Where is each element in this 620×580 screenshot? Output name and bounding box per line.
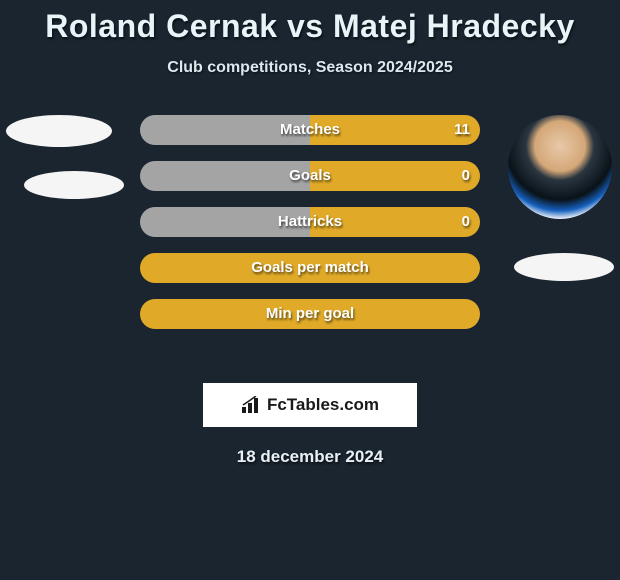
stat-bar-label: Min per goal [140,299,480,329]
stat-bar-right-value: 0 [462,207,470,237]
comparison-region: Matches11Goals0Hattricks0Goals per match… [0,115,620,375]
date-text: 18 december 2024 [0,447,620,467]
player-right-avatar [508,115,612,219]
stat-bar-label: Hattricks [140,207,480,237]
stat-bar-row: Goals0 [140,161,480,191]
stat-bar-right-value: 0 [462,161,470,191]
stat-bar-right-value: 11 [454,115,470,145]
player-left-avatar-placeholder [6,115,112,147]
stat-bar-label: Matches [140,115,480,145]
page-subtitle: Club competitions, Season 2024/2025 [0,59,620,77]
stat-bar-row: Goals per match [140,253,480,283]
stat-bar-row: Hattricks0 [140,207,480,237]
player-right-column [508,115,614,281]
stat-bar-label: Goals per match [140,253,480,283]
player-left-flag-placeholder [24,171,124,199]
page-title: Roland Cernak vs Matej Hradecky [0,0,620,45]
stat-bars: Matches11Goals0Hattricks0Goals per match… [140,115,480,345]
player-right-flag-placeholder [514,253,614,281]
brand-box: FcTables.com [203,383,417,427]
stat-bar-row: Min per goal [140,299,480,329]
brand-chart-icon [241,396,261,414]
stat-bar-label: Goals [140,161,480,191]
player-left-column [6,115,124,199]
brand-text: FcTables.com [267,395,379,415]
stat-bar-row: Matches11 [140,115,480,145]
